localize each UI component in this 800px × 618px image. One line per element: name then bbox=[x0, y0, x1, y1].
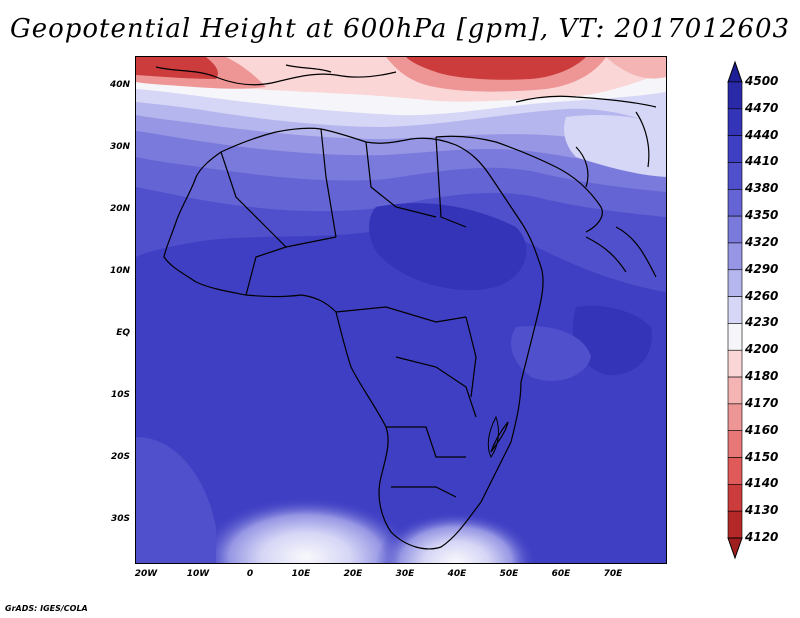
colorbar-swatch bbox=[727, 376, 743, 405]
colorbar-label: 4150 bbox=[745, 449, 779, 464]
colorbar-swatch bbox=[727, 242, 743, 271]
grads-credit: GrADS: IGES/COLA bbox=[5, 604, 88, 613]
colorbar-label: 4320 bbox=[745, 234, 779, 249]
lon-tick: 10W bbox=[186, 569, 210, 579]
colorbar-label: 4290 bbox=[745, 261, 779, 276]
lat-tick: 40N bbox=[109, 80, 130, 90]
height-field bbox=[136, 57, 666, 563]
colorbar-swatch bbox=[727, 403, 743, 432]
colorbar-swatch bbox=[727, 81, 743, 110]
lon-tick: 20W bbox=[134, 569, 158, 579]
colorbar-swatch bbox=[727, 215, 743, 244]
lat-tick: 20S bbox=[110, 452, 130, 462]
lon-tick: 60E bbox=[551, 569, 571, 579]
colorbar-label: 4200 bbox=[745, 342, 779, 357]
colorbar-swatch bbox=[727, 430, 743, 458]
colorbar-arrow-top bbox=[727, 60, 743, 83]
colorbar-label: 4500 bbox=[745, 74, 779, 88]
colorbar-label: 4140 bbox=[745, 476, 779, 491]
lon-tick: 10E bbox=[291, 569, 311, 579]
colorbar-label: 4130 bbox=[745, 503, 779, 518]
colorbar bbox=[727, 60, 743, 560]
colorbar-swatch bbox=[727, 457, 743, 485]
lat-tick: 30S bbox=[110, 514, 130, 524]
colorbar-label: 4470 bbox=[745, 100, 779, 115]
map-panel bbox=[135, 56, 667, 564]
lon-tick: 30E bbox=[395, 569, 415, 579]
lat-tick: 10S bbox=[110, 390, 130, 400]
map-title: Geopotential Height at 600hPa [gpm], VT:… bbox=[9, 14, 791, 44]
colorbar-label: 4410 bbox=[745, 154, 779, 169]
colorbar-swatch bbox=[727, 108, 743, 136]
colorbar-label: 4380 bbox=[745, 181, 779, 196]
lat-tick: EQ bbox=[116, 328, 130, 338]
colorbar-swatch bbox=[727, 135, 743, 163]
colorbar-label: 4260 bbox=[745, 288, 779, 303]
lat-tick: 20N bbox=[109, 204, 130, 214]
colorbar-swatch bbox=[727, 269, 743, 297]
colorbar-arrow-bottom bbox=[727, 537, 743, 560]
colorbar-swatch bbox=[727, 188, 743, 217]
colorbar-swatch bbox=[727, 296, 743, 324]
colorbar-label: 4180 bbox=[745, 369, 779, 384]
colorbar-label: 4120 bbox=[745, 530, 779, 544]
colorbar-swatch bbox=[727, 349, 743, 378]
colorbar-label: 4170 bbox=[745, 395, 779, 410]
lon-tick: 0 bbox=[246, 569, 254, 579]
colorbar-label: 4160 bbox=[745, 422, 779, 437]
colorbar-label: 4350 bbox=[745, 208, 779, 223]
lat-tick: 10N bbox=[109, 266, 130, 276]
lon-tick: 40E bbox=[447, 569, 467, 579]
lat-tick: 30N bbox=[109, 142, 130, 152]
colorbar-label: 4230 bbox=[745, 315, 779, 330]
lon-tick: 50E bbox=[499, 569, 519, 579]
colorbar-swatch bbox=[727, 510, 743, 539]
colorbar-label: 4440 bbox=[745, 127, 779, 142]
lon-tick: 70E bbox=[603, 569, 623, 579]
colorbar-swatch bbox=[727, 484, 743, 512]
lon-tick: 20E bbox=[343, 569, 363, 579]
colorbar-swatch bbox=[727, 162, 743, 190]
colorbar-swatch bbox=[727, 323, 743, 351]
coastlines bbox=[155, 64, 657, 550]
